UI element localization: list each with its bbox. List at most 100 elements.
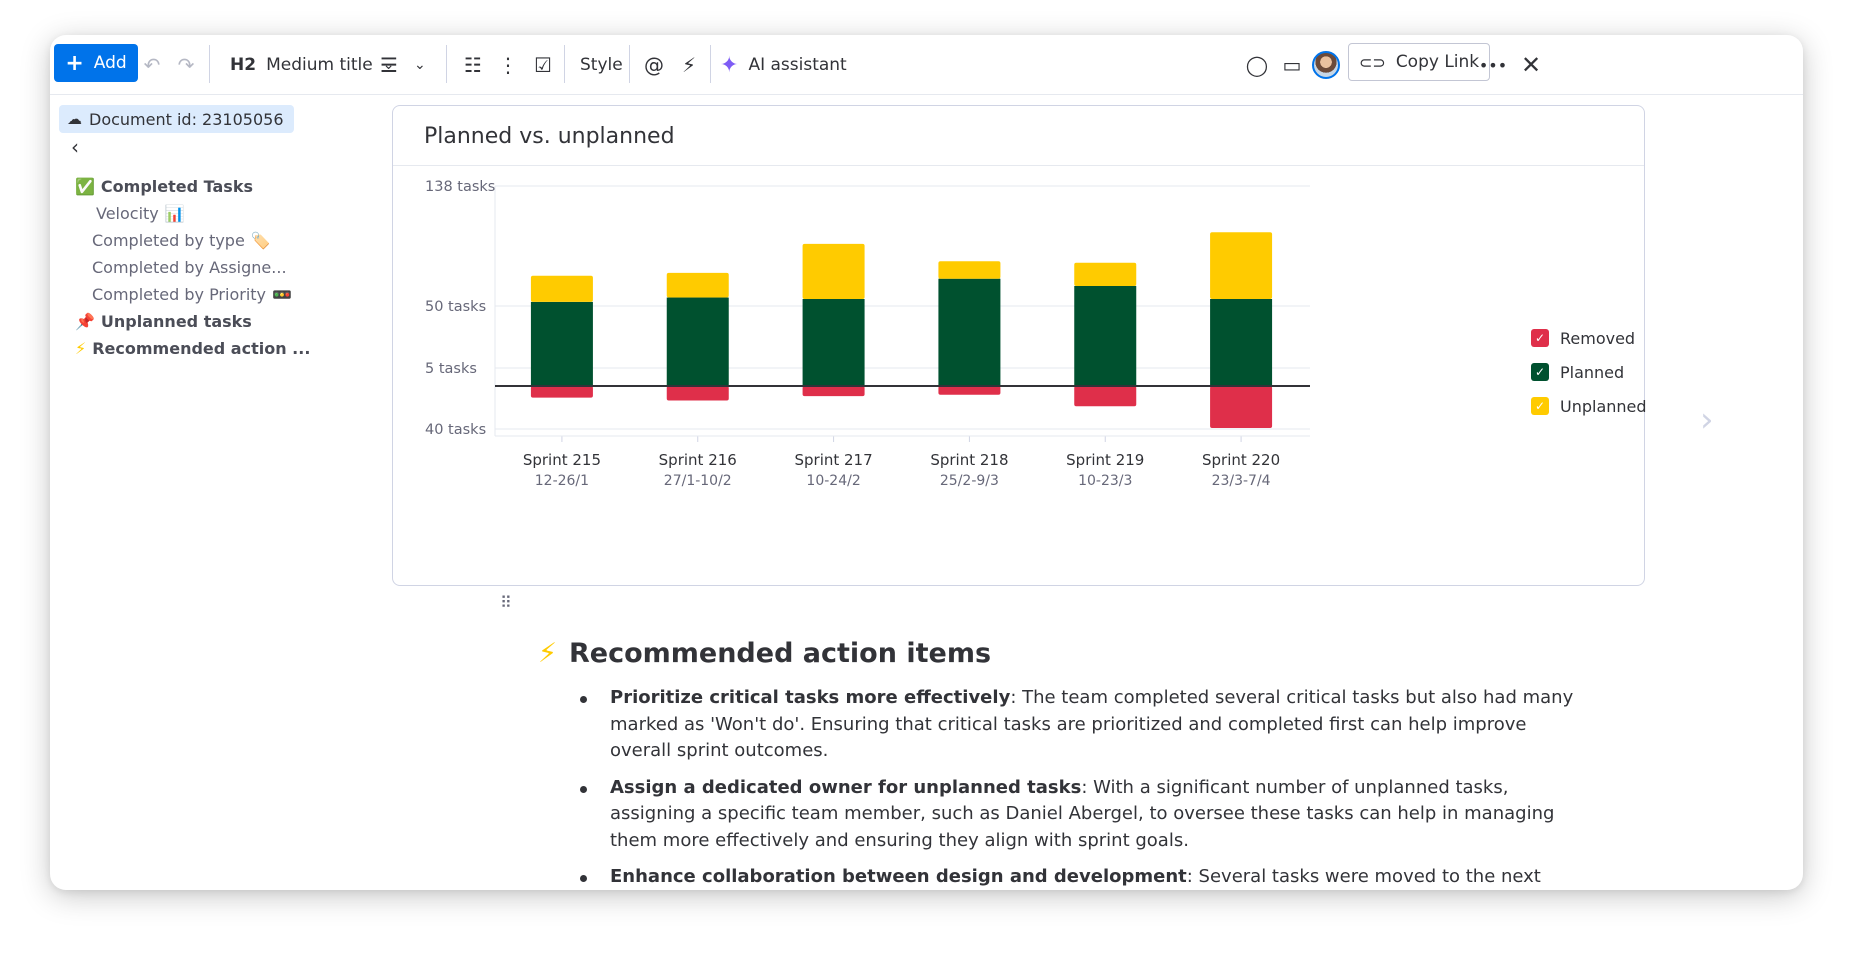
- bar-chart-icon: 📊: [164, 204, 185, 223]
- bar-segment-unplanned: [1074, 262, 1137, 286]
- add-button[interactable]: + Add: [54, 44, 138, 82]
- toolbar-divider: [564, 45, 565, 83]
- x-tick-sublabel: 23/3-7/4: [1212, 473, 1271, 489]
- section-heading-text: Recommended action items: [568, 638, 992, 669]
- toc-item-recommended-actions[interactable]: ⚡ Recommended action ...: [75, 339, 310, 358]
- style-button-label: Style: [580, 55, 623, 75]
- toc-item-completed-tasks[interactable]: ✅ Completed Tasks: [75, 177, 253, 196]
- bar-segment-removed: [1210, 386, 1273, 429]
- bulleted-list-icon[interactable]: ☷: [464, 53, 482, 77]
- automation-icon[interactable]: ⚡: [681, 53, 697, 77]
- chart-widget[interactable]: Planned vs. unplanned 138 tasks 50 tasks 5…: [392, 105, 1647, 586]
- y-tick-label: 40 tasks: [425, 422, 486, 438]
- stacked-bar-chart: 138 tasks 50 tasks 5 tasks 40 tasks Sprint 2…: [425, 179, 1310, 489]
- document-id-badge[interactable]: ☁ Document id: 23105056: [59, 105, 294, 133]
- avatar[interactable]: [1312, 35, 1340, 95]
- list-item[interactable]: Prioritize critical tasks more effective…: [578, 685, 1578, 765]
- comment-icon[interactable]: ◯: [1245, 53, 1269, 77]
- heading-icon: H2: [230, 55, 257, 75]
- y-tick-label: 5 tasks: [425, 361, 477, 377]
- bar-segment-removed: [666, 386, 729, 401]
- copy-link-button[interactable]: ⊂⊃ Copy Link: [1348, 43, 1491, 81]
- checkbox-icon: ✓: [1531, 397, 1549, 415]
- y-tick-label: 138 tasks: [425, 179, 495, 195]
- legend-label: Removed: [1560, 328, 1636, 348]
- list-item[interactable]: Enhance collaboration between design and…: [578, 864, 1578, 890]
- list-item-text: : With a significant number of unplanned…: [610, 776, 1555, 851]
- x-tick-sublabel: 10-24/2: [806, 473, 860, 489]
- close-icon[interactable]: ✕: [1520, 51, 1542, 79]
- toolbar: + Add ↶ ↷ H2 Medium title ⌄ ☰ ⌄ ☷ ⋮ ☑ St…: [50, 35, 1803, 95]
- toc-item-label: Completed Tasks: [100, 177, 253, 196]
- chevron-down-icon: ⌄: [413, 57, 426, 73]
- list-item-bold: Prioritize critical tasks more effective…: [610, 687, 1011, 708]
- lightning-icon: ⚡: [75, 339, 87, 358]
- toc-item-label: Recommended action ...: [92, 339, 311, 358]
- bar-segment-removed: [1074, 386, 1137, 407]
- app-window: + Add ↶ ↷ H2 Medium title ⌄ ☰ ⌄ ☷ ⋮ ☑ St…: [50, 35, 1803, 890]
- heading-style-label: Medium title: [266, 55, 373, 75]
- y-tick-label: 50 tasks: [425, 299, 486, 315]
- toolbar-divider: [446, 45, 447, 83]
- numbered-list-icon[interactable]: ⋮: [498, 53, 518, 77]
- bar-segment-planned: [1210, 299, 1273, 386]
- drag-handle-icon[interactable]: ⠿: [500, 593, 512, 612]
- x-tick-label: Sprint 219: [1066, 451, 1144, 469]
- bar-segment-planned: [938, 278, 1001, 386]
- present-icon[interactable]: ▭: [1282, 53, 1302, 77]
- list-item[interactable]: Assign a dedicated owner for unplanned t…: [578, 775, 1578, 855]
- checkbox-icon: ✓: [1531, 363, 1549, 381]
- x-tick-sublabel: 25/2-9/3: [940, 473, 999, 489]
- align-dropdown[interactable]: ☰ ⌄: [380, 35, 426, 95]
- toc-item-completed-by-assignee[interactable]: Completed by Assigne...: [92, 258, 287, 277]
- chart-header-divider: [393, 165, 1644, 166]
- collapse-toc-icon[interactable]: ‹: [71, 135, 79, 159]
- bar-segment-planned: [802, 299, 865, 386]
- check-mark-icon: ✅: [75, 177, 95, 196]
- list-item-text: : Several tasks were moved to the next s…: [1186, 866, 1541, 887]
- toc-item-completed-by-type[interactable]: Completed by type 🏷️: [92, 231, 271, 250]
- toc-item-label: Unplanned tasks: [100, 312, 252, 331]
- section-heading: ⚡ Recommended action items: [538, 638, 991, 669]
- chart-title: Planned vs. unplanned: [424, 124, 675, 149]
- legend-label: Unplanned: [1560, 396, 1647, 416]
- toc-item-velocity[interactable]: Velocity 📊: [96, 204, 185, 223]
- bar-segment-unplanned: [530, 275, 593, 302]
- toc-item-label: Completed by type: [92, 231, 245, 250]
- toc-item-label: Velocity: [96, 204, 159, 223]
- pushpin-icon: 📌: [75, 312, 95, 331]
- checklist-icon[interactable]: ☑: [534, 53, 552, 77]
- bar-segment-planned: [530, 301, 593, 386]
- toc-item-label: Completed by Priority: [92, 285, 267, 304]
- x-tick-label: Sprint 215: [523, 451, 601, 469]
- bar-segment-removed: [530, 386, 593, 398]
- style-button[interactable]: Style: [580, 35, 623, 95]
- plus-icon: +: [65, 50, 84, 76]
- copy-link-label: Copy Link: [1395, 52, 1480, 72]
- legend-item-unplanned[interactable]: ✓ Unplanned: [1531, 389, 1647, 423]
- heading-style-dropdown[interactable]: H2 Medium title ⌄: [230, 35, 394, 95]
- undo-icon[interactable]: ↶: [143, 53, 161, 77]
- x-tick-sublabel: 10-23/3: [1078, 473, 1132, 489]
- bar-segment-planned: [1074, 285, 1137, 386]
- toc-item-unplanned-tasks[interactable]: 📌 Unplanned tasks: [75, 312, 252, 331]
- toolbar-divider: [209, 45, 210, 83]
- bar-segment-unplanned: [1210, 232, 1273, 299]
- list-item-bold: Enhance collaboration between design and…: [610, 866, 1187, 887]
- x-tick-label: Sprint 218: [930, 451, 1008, 469]
- mention-icon[interactable]: @: [644, 53, 664, 77]
- ai-sparkle-icon: ✦: [720, 52, 739, 78]
- x-tick-label: Sprint 220: [1202, 451, 1280, 469]
- next-page-chevron-icon[interactable]: ›: [1700, 400, 1714, 440]
- legend-item-planned[interactable]: ✓ Planned: [1531, 355, 1647, 389]
- more-options-icon[interactable]: •••: [1478, 55, 1508, 75]
- toc-item-completed-by-priority[interactable]: Completed by Priority 🚥: [92, 285, 292, 304]
- legend-item-removed[interactable]: ✓ Removed: [1531, 321, 1647, 355]
- toc-item-label: Completed by Assigne...: [92, 258, 287, 277]
- bar-segment-unplanned: [666, 272, 729, 298]
- ai-assistant-button[interactable]: ✦ AI assistant: [720, 35, 847, 95]
- traffic-light-icon: 🚥: [272, 285, 292, 304]
- legend-label: Planned: [1560, 362, 1625, 382]
- redo-icon[interactable]: ↷: [177, 53, 195, 77]
- chevron-down-icon: ⌄: [382, 57, 395, 73]
